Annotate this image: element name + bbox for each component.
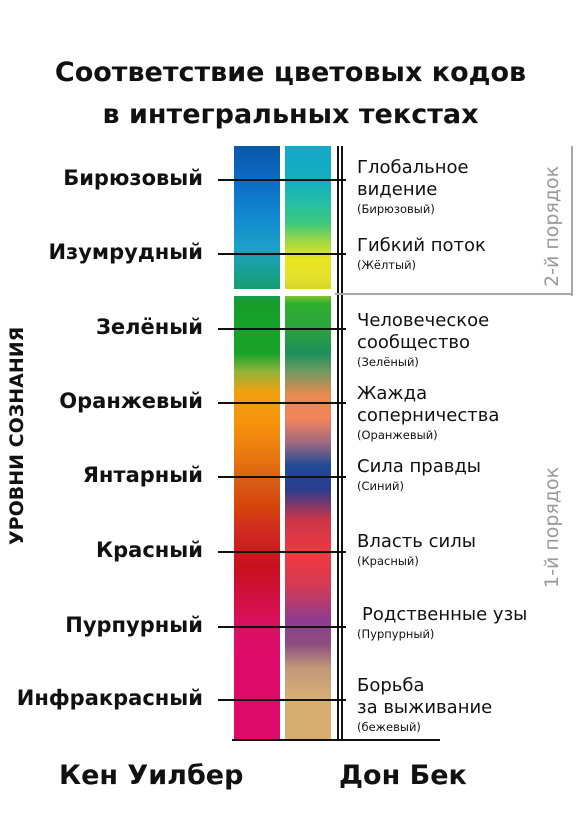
author-beck: Дон Бек: [339, 760, 467, 791]
wilber-level-orange: Оранжевый: [59, 389, 203, 413]
wilber-color-bar: [234, 146, 280, 739]
second-tier-label: 2-й порядок: [541, 165, 563, 287]
level-line: [218, 476, 346, 478]
vertical-line-left: [337, 146, 339, 740]
level-line: [218, 551, 346, 553]
wilber-level-magenta: Пурпурный: [65, 613, 203, 637]
beck-level-survival-sense: Борьба за выживание (бежевый): [357, 675, 493, 734]
vertical-line-right: [341, 146, 343, 740]
wilber-level-red: Красный: [95, 538, 203, 562]
wilber-level-amber: Янтарный: [82, 463, 203, 487]
beck-level-global-view: Глобальное видение (Бирюзовый): [357, 157, 469, 216]
tier-separator-vertical: [571, 146, 573, 296]
baseline: [232, 739, 440, 741]
tier-separator-horizontal: [335, 293, 573, 295]
level-line: [218, 253, 346, 255]
author-wilber: Кен Уилбер: [59, 760, 244, 791]
wilber-level-turquoise: Бирюзовый: [63, 166, 203, 190]
beck-level-kin-spirits: Родственные узы (Пурпурный): [357, 604, 528, 641]
beck-level-human-bond: Человеческое сообщество (Зелёный): [357, 310, 490, 369]
level-line: [218, 328, 346, 330]
level-line: [218, 626, 346, 628]
title-line-1: Соответствие цветовых кодов: [54, 57, 527, 88]
wilber-level-green: Зелёный: [96, 315, 203, 339]
beck-color-bar: [285, 146, 331, 739]
first-tier-label: 1-й порядок: [541, 466, 563, 588]
level-line: [218, 699, 346, 701]
level-line: [218, 402, 346, 404]
axis-label: УРОВНИ СОЗНАНИЯ: [6, 326, 28, 545]
title-line-2: в интегральных текстах: [102, 99, 479, 130]
wilber-level-emerald: Изумрудный: [48, 240, 203, 264]
beck-level-strive-drive: Жажда соперничества (Оранжевый): [357, 383, 500, 442]
diagram-title: Соответствие цветовых кодов в интегральн…: [0, 52, 581, 136]
wilber-level-infrared: Инфракрасный: [16, 686, 203, 710]
beck-level-truth-force: Сила правды (Синий): [357, 456, 482, 493]
beck-level-power-gods: Власть силы (Красный): [357, 531, 476, 568]
wilber-bar-gap: [234, 289, 280, 296]
beck-bar-gap: [285, 289, 331, 296]
beck-level-flex-flow: Гибкий поток (Жёлтый): [357, 235, 486, 272]
level-line: [218, 179, 346, 181]
